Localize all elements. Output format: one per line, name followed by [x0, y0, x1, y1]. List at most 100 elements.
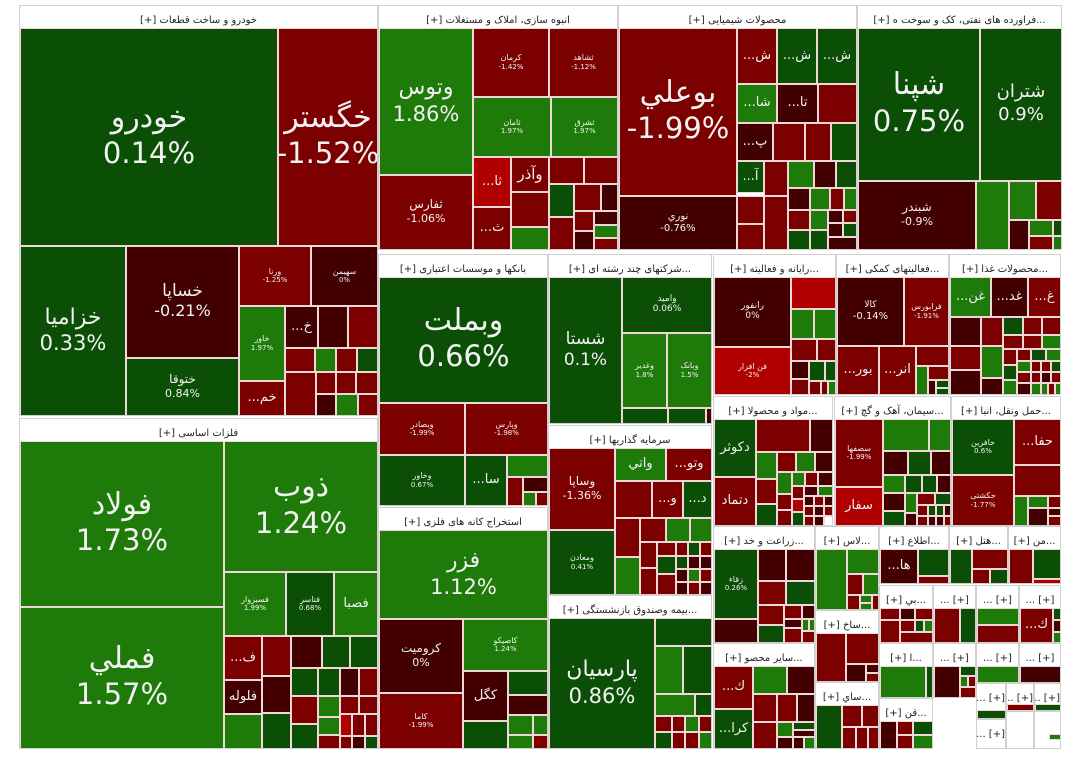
stock-tile[interactable]: [791, 339, 817, 361]
stock-tile[interactable]: [804, 516, 814, 525]
sector-it[interactable]: ...اطلاع [+] ها...: [879, 526, 949, 584]
stock-tile[interactable]: ش...: [737, 28, 777, 84]
stock-tile[interactable]: [737, 224, 764, 249]
stock-tile[interactable]: [352, 714, 365, 736]
sector-title[interactable]: بانکها و موسسات اعتباری [+]: [399, 264, 527, 275]
stock-tile[interactable]: [1017, 383, 1031, 394]
sector-base-metals[interactable]: فلزات اساسی [+] فولاد 1.73% فملي 1.57% ذوب…: [19, 418, 378, 749]
sector-textiles[interactable]: ...لاس [+]: [815, 526, 879, 610]
sector-computer[interactable]: ...رایانه و فعالیته [+] رانفور 0% فن افزا…: [713, 254, 836, 395]
stock-tile[interactable]: [1051, 361, 1060, 372]
stock-tile[interactable]: [1003, 335, 1023, 349]
stock-tile[interactable]: [926, 666, 932, 697]
stock-tile[interactable]: [756, 452, 777, 479]
stock-tile[interactable]: [688, 542, 700, 556]
stock-tile[interactable]: [976, 181, 1009, 249]
stock-tile[interactable]: [916, 366, 928, 394]
stock-tile[interactable]: [777, 472, 792, 494]
stock-tile[interactable]: [1053, 632, 1060, 642]
stock-tile[interactable]: [1003, 317, 1023, 335]
stock-tile[interactable]: [1042, 335, 1060, 349]
sector-title[interactable]: [+] ...: [1025, 595, 1055, 606]
stock-tile[interactable]: [934, 666, 960, 697]
sector-title[interactable]: ...ا [+]: [890, 653, 922, 664]
stock-tile[interactable]: پ...: [737, 123, 773, 161]
stock-tile[interactable]: [880, 721, 897, 748]
stock-tile[interactable]: [655, 694, 695, 716]
stock-tile[interactable]: شستا 0.1%: [549, 277, 622, 423]
stock-tile[interactable]: [880, 620, 900, 642]
stock-tile[interactable]: [640, 518, 666, 542]
stock-tile[interactable]: [350, 636, 377, 668]
stock-tile[interactable]: [1003, 365, 1017, 380]
stock-tile[interactable]: [818, 472, 832, 486]
stock-tile[interactable]: [936, 380, 948, 388]
stock-tile[interactable]: [814, 516, 824, 525]
sector-food[interactable]: ...محصولات غذا [+] غن... غد... غ...: [949, 254, 1061, 395]
sector-auto[interactable]: خودرو و ساخت قطعات [+] خودرو 0.14% خگستر -…: [19, 5, 378, 416]
stock-tile[interactable]: [777, 452, 796, 472]
stock-tile[interactable]: [844, 188, 856, 210]
stock-tile[interactable]: [533, 735, 547, 748]
stock-tile[interactable]: [365, 736, 377, 748]
stock-tile[interactable]: [356, 372, 377, 394]
sector-title[interactable]: [+] ...: [983, 653, 1012, 664]
stock-tile[interactable]: [802, 631, 814, 642]
stock-tile[interactable]: [1035, 704, 1060, 710]
stock-tile[interactable]: [856, 727, 868, 748]
stock-tile[interactable]: [549, 217, 574, 249]
stock-tile[interactable]: [1003, 349, 1017, 365]
stock-tile[interactable]: [753, 694, 777, 722]
stock-tile[interactable]: و...: [652, 481, 683, 518]
stock-tile[interactable]: [676, 582, 688, 594]
sector-title[interactable]: ...رایانه و فعالیته [+]: [730, 264, 819, 275]
sector-title[interactable]: ...من [+]: [1013, 536, 1056, 547]
stock-tile[interactable]: [846, 633, 878, 664]
stock-tile[interactable]: انر...: [879, 346, 916, 394]
stock-tile[interactable]: [340, 668, 359, 696]
stock-tile[interactable]: [523, 477, 547, 492]
stock-tile[interactable]: [868, 727, 878, 748]
sector-pharma[interactable]: ...مواد و محصولا [+] دکوثر دتماد: [713, 396, 833, 526]
stock-tile[interactable]: [883, 475, 905, 493]
stock-tile[interactable]: [934, 608, 960, 642]
stock-tile[interactable]: [791, 277, 835, 309]
stock-tile[interactable]: [655, 716, 672, 732]
stock-tile[interactable]: [793, 722, 814, 730]
stock-tile[interactable]: [897, 735, 913, 748]
stock-tile[interactable]: بور...: [837, 346, 879, 394]
stock-tile[interactable]: شپنا 0.75%: [858, 28, 980, 181]
stock-tile[interactable]: [318, 735, 340, 748]
stock-tile[interactable]: شبندر -0.9%: [858, 181, 976, 249]
stock-tile[interactable]: [1031, 361, 1041, 372]
stock-tile[interactable]: [818, 84, 856, 123]
stock-tile[interactable]: [804, 737, 814, 748]
stock-tile[interactable]: خاور 1.97%: [239, 306, 285, 381]
stock-tile[interactable]: خزامیا 0.33%: [20, 246, 126, 415]
stock-tile[interactable]: [918, 549, 948, 576]
stock-tile[interactable]: [788, 230, 810, 249]
stock-tile[interactable]: [977, 710, 1005, 718]
stock-tile[interactable]: [764, 161, 788, 196]
stock-tile[interactable]: [594, 211, 617, 225]
stock-tile[interactable]: [1017, 361, 1031, 372]
stock-tile[interactable]: [862, 705, 878, 727]
stock-tile[interactable]: ثامان 1.97%: [473, 97, 551, 157]
stock-tile[interactable]: [758, 605, 784, 625]
stock-tile[interactable]: كرا...: [714, 709, 753, 748]
sector-investment[interactable]: سرمایه گذاریها [+] وساپا -1.36% ومعادن 0.4…: [548, 425, 712, 595]
stock-tile[interactable]: [792, 499, 804, 512]
stock-tile[interactable]: [224, 714, 262, 748]
stock-tile[interactable]: [358, 394, 377, 415]
stock-tile[interactable]: [285, 348, 315, 372]
stock-tile[interactable]: [791, 379, 809, 394]
stock-tile[interactable]: کاصیکو 1.24%: [463, 619, 547, 671]
stock-tile[interactable]: [981, 378, 1003, 394]
stock-tile[interactable]: [359, 668, 377, 696]
stock-tile[interactable]: [814, 506, 824, 516]
sector-title[interactable]: ...محصولات غذا [+]: [961, 264, 1049, 275]
stock-tile[interactable]: [913, 735, 932, 748]
stock-tile[interactable]: [843, 210, 856, 223]
sector-chemicals[interactable]: محصولات شیمیایی [+] بوعلي -1.99% نوري -0.7…: [618, 5, 857, 250]
stock-tile[interactable]: [676, 542, 688, 556]
